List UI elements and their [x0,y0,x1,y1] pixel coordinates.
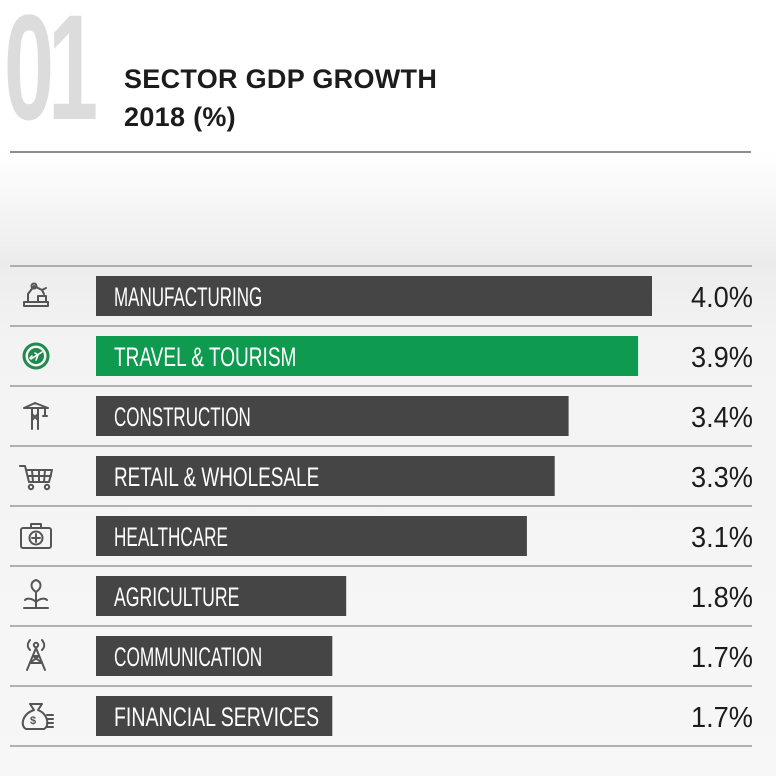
money-bag-icon: $ [21,703,54,730]
bar-row-financial-services: $ FINANCIAL SERVICES 1.7% [21,696,753,736]
value-label-retail-wholesale: 3.3% [691,462,753,494]
radio-tower-icon [26,639,46,671]
bar-manufacturing [96,276,652,316]
value-label-communication: 1.7% [691,642,753,674]
svg-text:$: $ [30,715,36,727]
chart-title-line-1: SECTOR GDP GROWTH [124,64,438,94]
bar-row-retail-wholesale: RETAIL & WHOLESALE 3.3% [19,456,753,496]
bar-retail-wholesale [96,456,555,496]
crane-icon [23,402,49,430]
bar-row-travel-tourism: TRAVEL & TOURISM 3.9% [22,336,753,376]
bar-row-healthcare: HEALTHCARE 3.1% [20,516,753,556]
bar-row-construction: CONSTRUCTION 3.4% [23,396,753,436]
title-divider [10,151,751,153]
bar-label-healthcare: HEALTHCARE [114,522,228,552]
bar-construction [96,396,569,436]
section-number: 01 [4,0,98,151]
chart-title-line-2: 2018 (%) [124,102,236,132]
robot-arm-icon [23,282,49,307]
bar-label-communication: COMMUNICATION [114,642,262,672]
bar-communication [96,636,333,676]
bar-row-agriculture: AGRICULTURE 1.8% [23,576,753,616]
bar-row-manufacturing: MANUFACTURING 4.0% [23,276,753,316]
bar-label-agriculture: AGRICULTURE [114,582,239,612]
bar-financial-services [96,696,333,736]
bar-row-communication: COMMUNICATION 1.7% [26,636,753,676]
shopping-cart-icon [19,465,53,491]
medical-kit-icon [20,523,52,549]
airplane-icon [22,342,50,370]
value-label-healthcare: 3.1% [691,522,753,554]
bar-label-construction: CONSTRUCTION [114,402,251,432]
bar-travel-tourism [96,336,639,376]
plant-icon [23,579,49,609]
bar-label-financial-services: FINANCIAL SERVICES [114,702,319,732]
value-label-financial-services: 1.7% [691,702,753,734]
value-label-construction: 3.4% [691,402,753,434]
bar-label-manufacturing: MANUFACTURING [114,282,262,312]
bar-label-retail-wholesale: RETAIL & WHOLESALE [114,462,319,492]
value-label-agriculture: 1.8% [691,582,753,614]
chart-title: SECTOR GDP GROWTH 2018 (%) [124,60,437,136]
bar-label-travel-tourism: TRAVEL & TOURISM [114,342,296,372]
value-label-travel-tourism: 3.9% [691,342,753,374]
bar-agriculture [96,576,347,616]
value-label-manufacturing: 4.0% [691,282,753,314]
bar-healthcare [96,516,527,556]
